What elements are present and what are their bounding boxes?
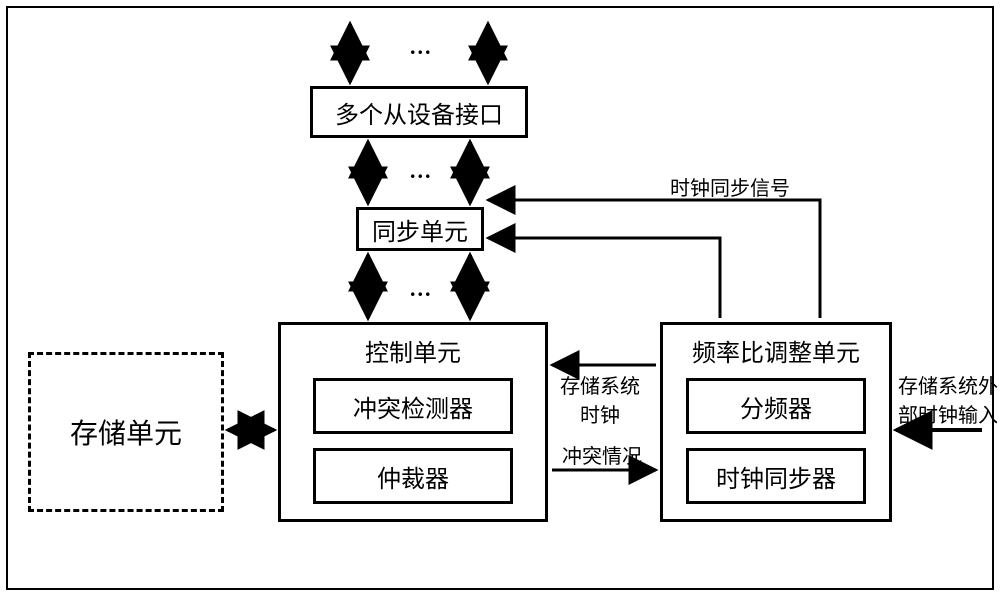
- arrows-svg: [0, 0, 1000, 596]
